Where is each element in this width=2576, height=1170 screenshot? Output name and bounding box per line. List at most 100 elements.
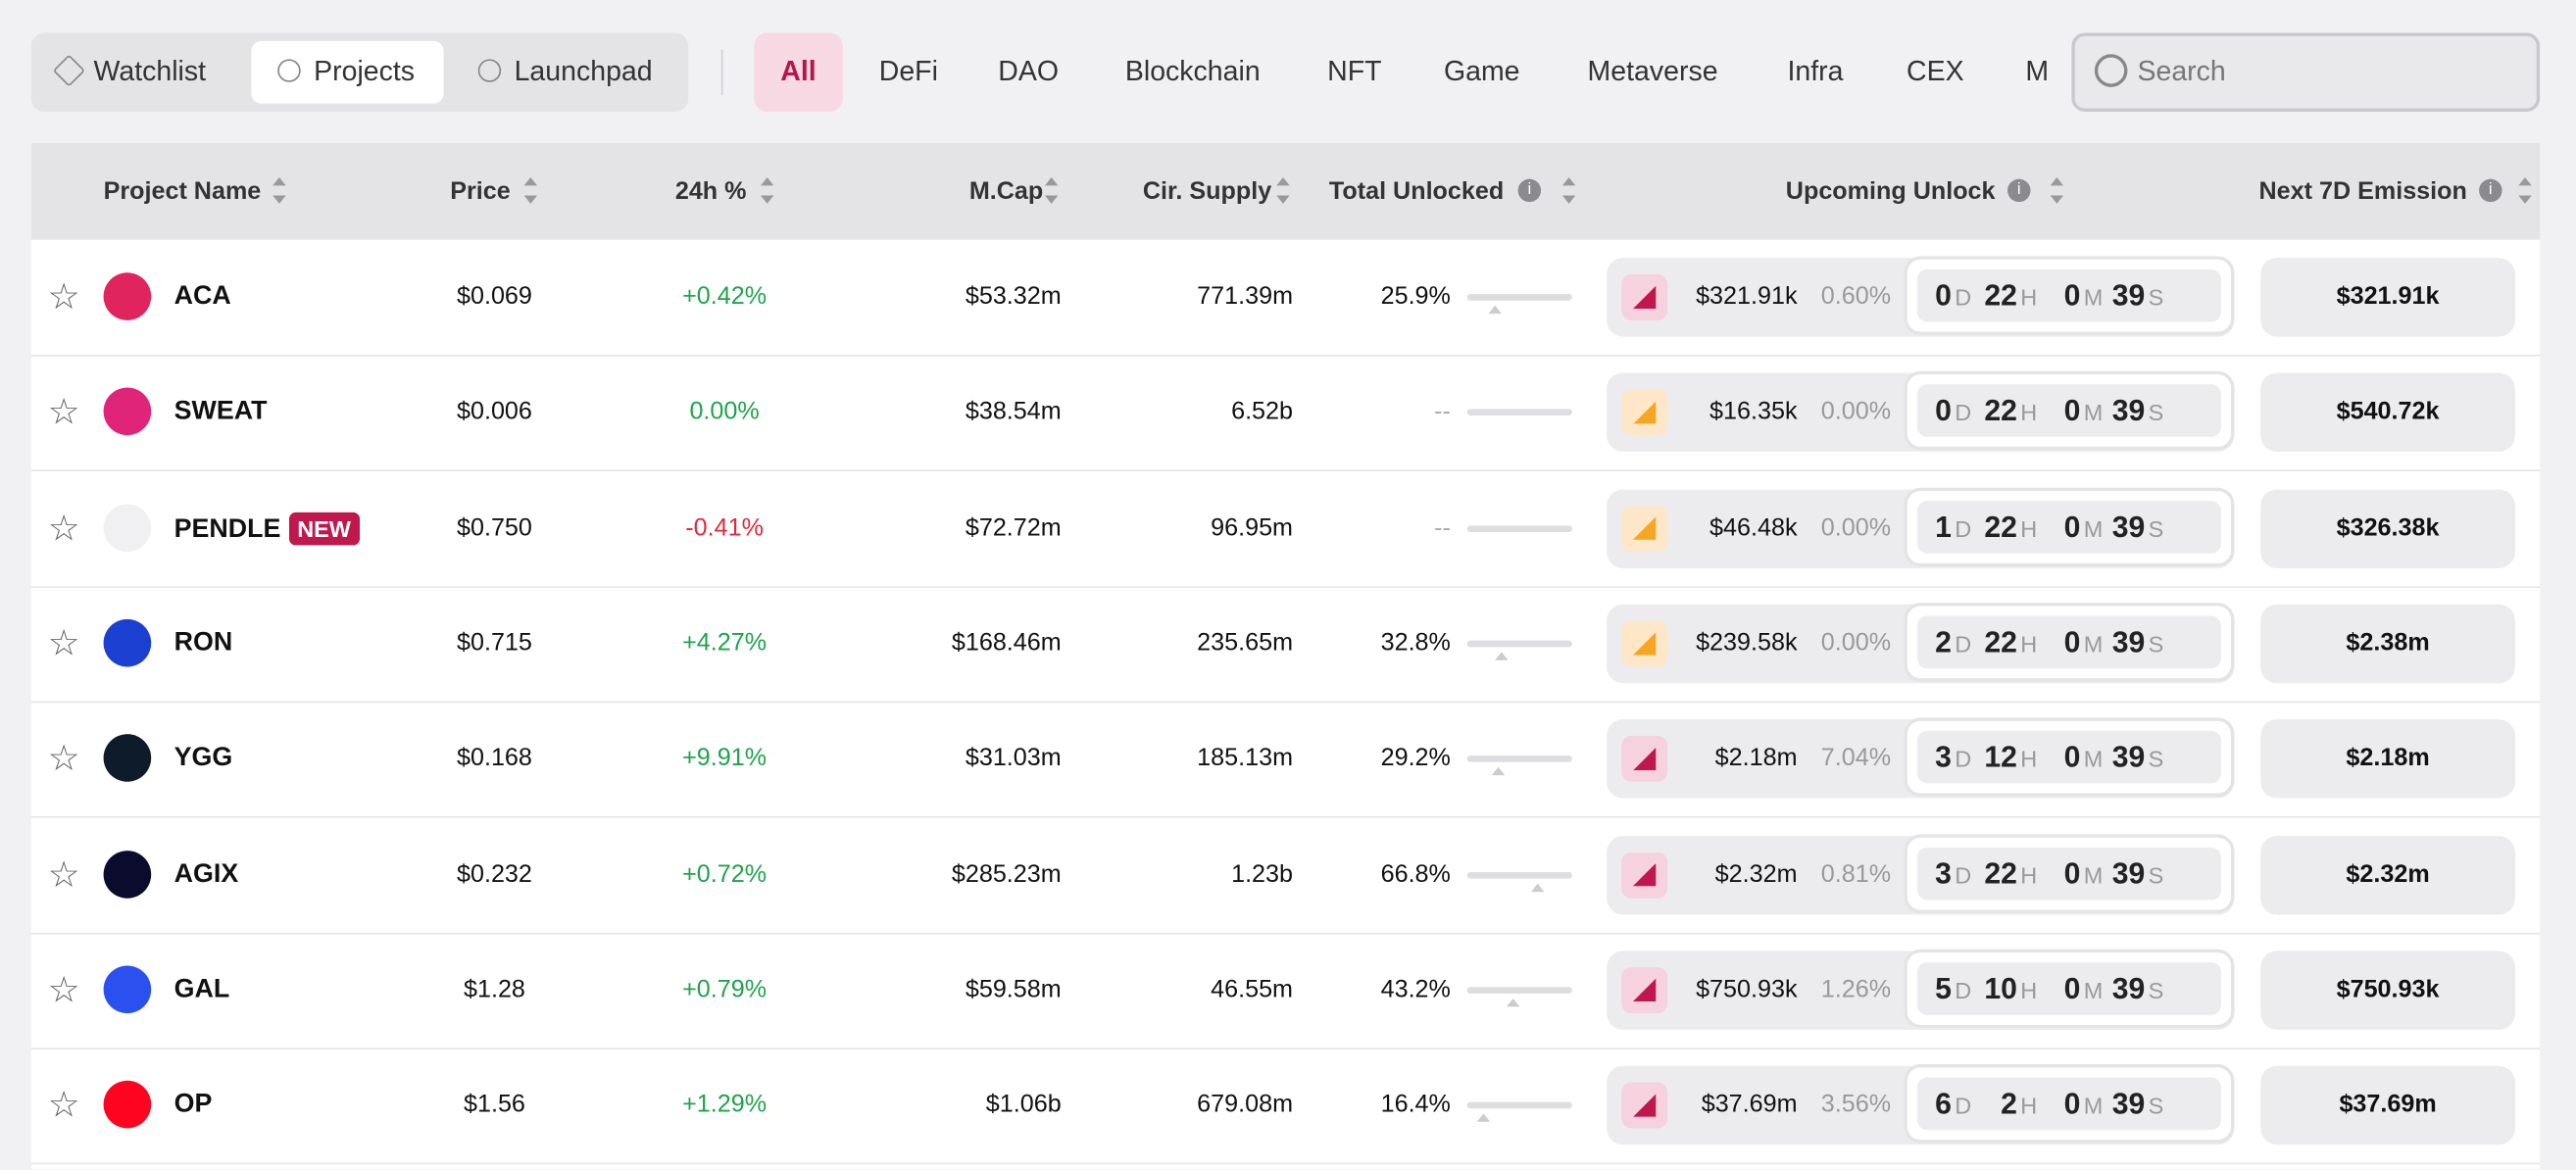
category-tab[interactable]: Game [1443, 55, 1520, 87]
table-row: ☆ SWEAT $0.006 0.00% $38.54m 6.52b -- $16.35k 0.… [30, 356, 2541, 472]
star-button[interactable]: ☆ [47, 968, 80, 1010]
sort-button[interactable] [760, 177, 774, 204]
countdown-value: 39 [2111, 741, 2146, 774]
star-button[interactable]: ☆ [47, 622, 80, 663]
project-name-text: PENDLE [173, 514, 281, 544]
star-button[interactable]: ☆ [47, 391, 80, 433]
info-icon[interactable]: i [2007, 178, 2031, 203]
category-tab[interactable]: Infra [1787, 55, 1844, 87]
column-header: Total Unlocked [1328, 177, 1505, 206]
search-box[interactable]: Search [2071, 32, 2541, 112]
star-button[interactable]: ☆ [47, 507, 80, 549]
price: $1.28 [463, 975, 525, 1003]
unlock-marker [1495, 652, 1509, 660]
market-cap: $59.58m [965, 975, 1062, 1003]
tab[interactable]: Launchpad [452, 41, 688, 104]
countdown-unit: D [1955, 630, 1972, 658]
table-row: ☆ OP $1.56 +1.29% $1.06b 679.08m 16.4% $37.69m 3… [30, 1048, 2541, 1165]
next-7d-emission: $37.69m [2260, 1065, 2515, 1146]
countdown-unit: S [2148, 976, 2164, 1003]
countdown-unit: D [1955, 861, 1972, 888]
category-tab[interactable]: All [754, 32, 843, 112]
category-tab[interactable]: DeFi [878, 55, 938, 87]
sort-button[interactable] [2050, 177, 2064, 204]
countdown-part: 39 S [2112, 269, 2164, 323]
upcoming-amount: $2.18m [1714, 744, 1798, 773]
tab-label: Launchpad [514, 55, 653, 87]
sort-button[interactable] [523, 177, 538, 204]
total-unlocked: -- [1434, 512, 1451, 542]
project-name: AGIX [174, 817, 239, 932]
info-icon[interactable]: i [1517, 178, 1542, 203]
countdown-unit: M [2083, 399, 2104, 426]
upcoming-percent: 0.81% [1820, 859, 1892, 888]
countdown-value: 0 [2063, 278, 2081, 313]
category-tab[interactable]: Metaverse [1587, 55, 1718, 87]
countdown-inner: 5 D 10 H 0 M 39 S [1916, 961, 2221, 1016]
countdown-value: 5 [1935, 971, 1952, 1005]
countdown-value: 0 [2063, 394, 2081, 428]
countdown-part: 39 S [2112, 500, 2164, 554]
star-button[interactable]: ☆ [47, 275, 80, 317]
category-tab[interactable]: NFT [1327, 55, 1382, 87]
countdown-inner: 0 D 22 H 0 M 39 S [1916, 384, 2221, 438]
tab[interactable]: Watchlist [31, 41, 243, 104]
countdown-unit: M [2083, 1092, 2104, 1119]
tab[interactable]: Projects [251, 40, 444, 104]
countdown-unit: D [1955, 514, 1972, 542]
unlock-type-icon [1621, 736, 1668, 783]
category-tab[interactable]: CEX [1907, 55, 1964, 87]
countdown-part: 22 H [1984, 847, 2037, 901]
project-logo [103, 388, 152, 436]
star-button[interactable]: ☆ [47, 737, 80, 779]
countdown-value: 39 [2111, 394, 2146, 428]
next-7d-emission: $750.93k [2260, 951, 2515, 1030]
sort-button[interactable] [2518, 177, 2532, 204]
next-7d-emission: $2.18m [2260, 719, 2515, 799]
countdown-unit: D [1955, 283, 1972, 311]
unlock-type-glyph [1632, 516, 1657, 540]
next-7d-emission: $2.32m [2260, 835, 2515, 914]
countdown-part: 12 H [1984, 731, 2037, 785]
countdown-inner: 0 D 22 H 0 M 39 S [1916, 268, 2221, 323]
upcoming-amount: $750.93k [1696, 975, 1798, 1003]
tab-icon [52, 54, 85, 87]
sort-button[interactable] [1561, 177, 1576, 204]
countdown-part: 39 S [2112, 962, 2164, 1016]
sort-button[interactable] [272, 177, 286, 204]
countdown: 1 D 22 H 0 M 39 S [1904, 487, 2235, 566]
upcoming-percent: 0.60% [1820, 282, 1892, 311]
category-tab[interactable]: DAO [998, 55, 1060, 87]
countdown-value: 6 [1935, 1087, 1952, 1121]
sort-button[interactable] [1044, 177, 1059, 204]
countdown-value: 3 [1935, 856, 1952, 890]
info-icon[interactable]: i [2479, 178, 2502, 203]
circulating-supply: 235.65m [1197, 628, 1294, 658]
next-7d-emission: $2.38m [2260, 604, 2515, 684]
sort-button[interactable] [1276, 177, 1290, 204]
project-logo [103, 1080, 152, 1129]
countdown-value: 22 [1984, 625, 2017, 658]
total-unlocked: 66.8% [1380, 859, 1451, 888]
change: +9.91% [682, 744, 768, 773]
circulating-supply: 679.08m [1197, 1091, 1294, 1119]
table-header: Project Name Price 24h % M.Cap Cir. Supply To… [30, 142, 2541, 240]
category-tab[interactable]: M [2025, 55, 2050, 87]
unlock-type-icon [1621, 1082, 1668, 1129]
table-row: ☆ AGIX $0.232 +0.72% $285.23m 1.23b 66.8% $2.32… [30, 817, 2541, 934]
countdown-unit: D [1955, 399, 1972, 426]
category-tab[interactable]: Blockchain [1124, 55, 1261, 87]
column-header: 24h % [674, 177, 747, 206]
change: +0.79% [682, 975, 768, 1003]
countdown-value: 22 [1984, 856, 2017, 890]
star-button[interactable]: ☆ [47, 853, 80, 895]
countdown-unit: H [2020, 976, 2038, 1003]
star-button[interactable]: ☆ [47, 1084, 80, 1126]
